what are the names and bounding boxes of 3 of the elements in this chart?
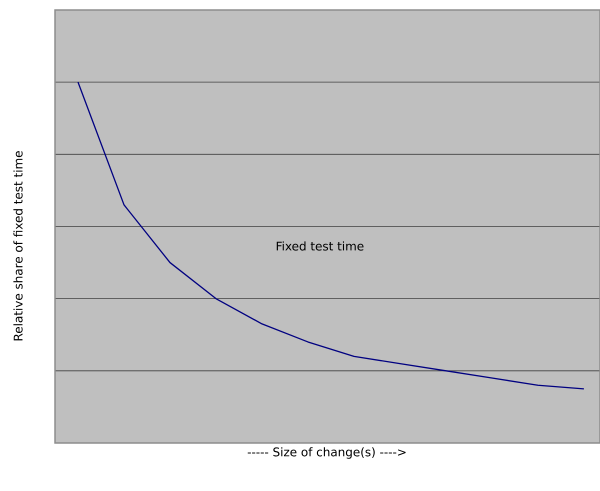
y-axis-title: Relative share of fixed test time [13,151,23,340]
x-axis-title: ----- Size of change(s) ----> [248,447,406,459]
annotation: Fixed test time [276,241,364,251]
